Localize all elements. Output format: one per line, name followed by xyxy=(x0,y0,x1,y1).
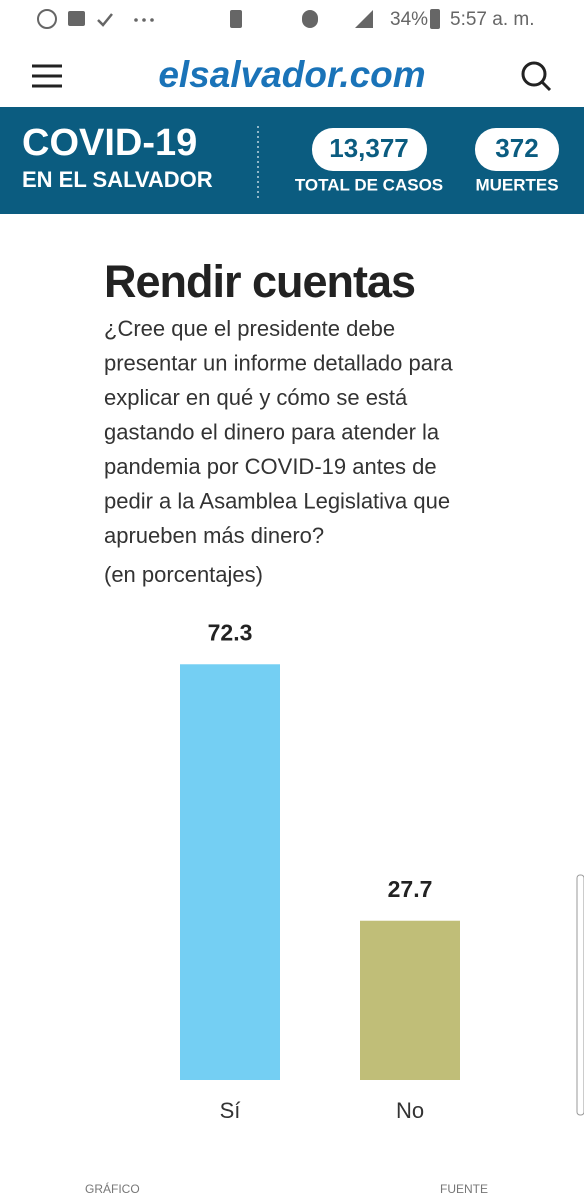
deaths-value: 372 xyxy=(495,133,538,163)
subtitle-line: gastando el dinero para atender la xyxy=(104,419,440,444)
subtitle-line: pedir a la Asamblea Legislativa que xyxy=(104,488,450,513)
footer-left: GRÁFICO xyxy=(85,1181,140,1196)
banner-title: COVID-19 xyxy=(22,122,197,164)
unit-note: (en porcentajes) xyxy=(104,562,263,587)
clock: 5:57 a. m. xyxy=(450,9,535,30)
footer-right: FUENTE xyxy=(440,1182,488,1196)
status-bar xyxy=(0,0,584,38)
subtitle-line: ¿Cree que el presidente debe xyxy=(104,316,395,341)
battery-text: 34% xyxy=(390,9,428,30)
subtitle-line: explicar en qué y cómo se está xyxy=(104,385,408,410)
subtitle-line: pandemia por COVID-19 antes de xyxy=(104,454,437,479)
subtitle-line: aprueben más dinero? xyxy=(104,523,324,548)
cases-value: 13,377 xyxy=(329,133,409,163)
deaths-label: MUERTES xyxy=(475,175,558,194)
bar xyxy=(360,920,460,1080)
status-icons xyxy=(37,9,440,29)
chart-title: Rendir cuentas xyxy=(104,256,415,307)
category-label: Sí xyxy=(220,1098,241,1123)
deaths-pill xyxy=(475,128,559,171)
search-button[interactable] xyxy=(521,61,552,92)
value-label: 27.7 xyxy=(388,876,433,902)
scrollbar[interactable] xyxy=(576,874,584,1116)
logo[interactable]: elsalvador.com xyxy=(158,54,425,95)
cases-label: TOTAL DE CASOS xyxy=(295,175,443,194)
subtitle-line: presentar un informe detallado para xyxy=(104,350,453,375)
bar xyxy=(180,664,280,1080)
category-label: No xyxy=(396,1098,424,1123)
cases-pill xyxy=(312,128,427,171)
value-label: 72.3 xyxy=(208,619,253,645)
menu-button[interactable] xyxy=(32,64,62,88)
banner-subtitle: EN EL SALVADOR xyxy=(22,167,213,192)
